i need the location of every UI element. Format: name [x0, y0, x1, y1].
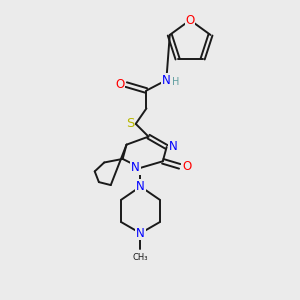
Text: N: N — [162, 74, 171, 87]
Text: H: H — [172, 77, 179, 87]
Text: N: N — [136, 180, 145, 193]
Text: O: O — [182, 160, 191, 173]
Text: N: N — [131, 161, 140, 174]
Text: N: N — [169, 140, 178, 153]
Text: CH₃: CH₃ — [133, 253, 148, 262]
Text: O: O — [116, 78, 125, 91]
Text: O: O — [185, 14, 195, 27]
Text: S: S — [126, 117, 134, 130]
Text: N: N — [136, 227, 145, 240]
